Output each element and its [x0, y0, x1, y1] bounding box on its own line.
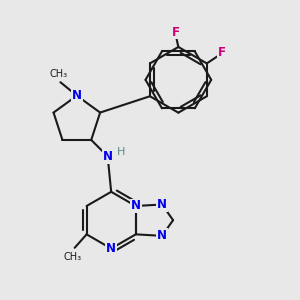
Text: N: N: [103, 150, 113, 163]
Text: N: N: [157, 230, 167, 242]
Text: H: H: [117, 147, 125, 157]
Text: N: N: [131, 200, 141, 212]
Text: CH₃: CH₃: [63, 252, 81, 262]
Text: CH₃: CH₃: [50, 69, 68, 79]
Text: N: N: [157, 198, 167, 211]
Text: N: N: [106, 242, 116, 255]
Text: F: F: [171, 26, 179, 38]
Text: F: F: [218, 46, 226, 59]
Text: N: N: [72, 89, 82, 102]
